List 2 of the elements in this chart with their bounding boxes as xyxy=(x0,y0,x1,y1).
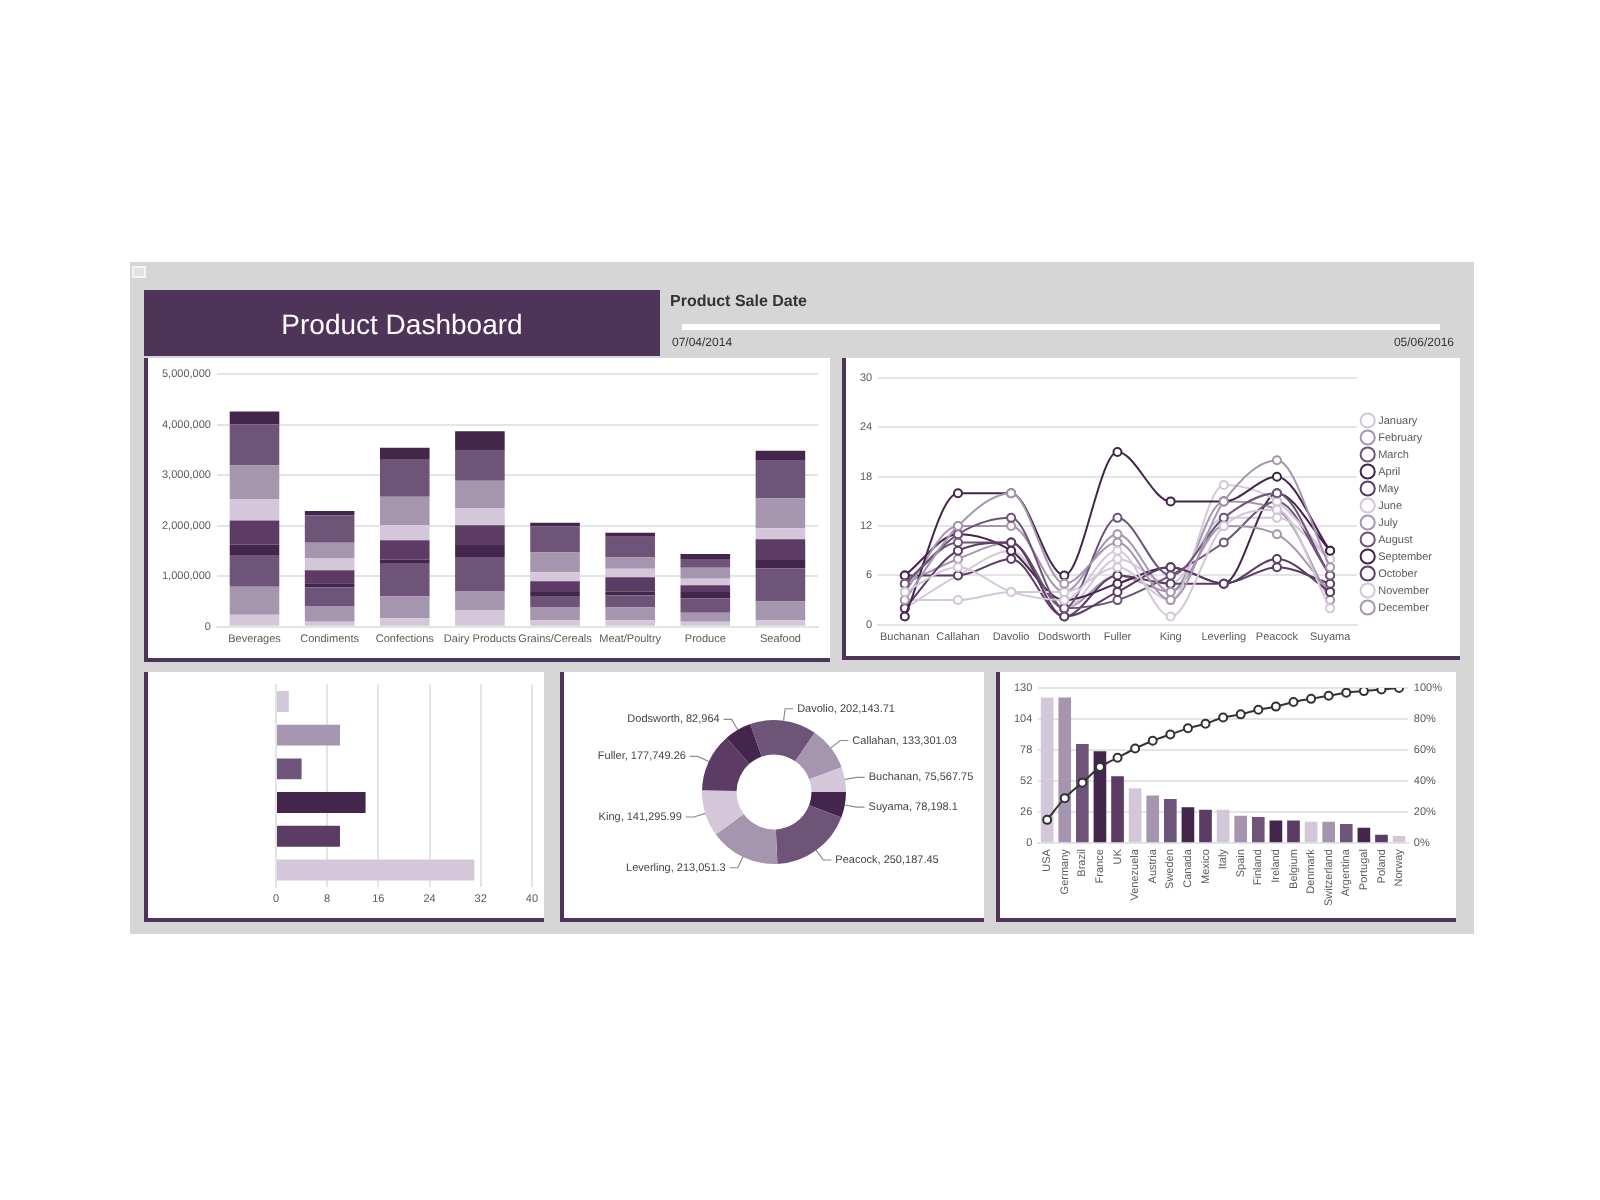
text: Product Dashboard xyxy=(281,307,523,339)
text: Product Sale Date xyxy=(670,292,807,310)
